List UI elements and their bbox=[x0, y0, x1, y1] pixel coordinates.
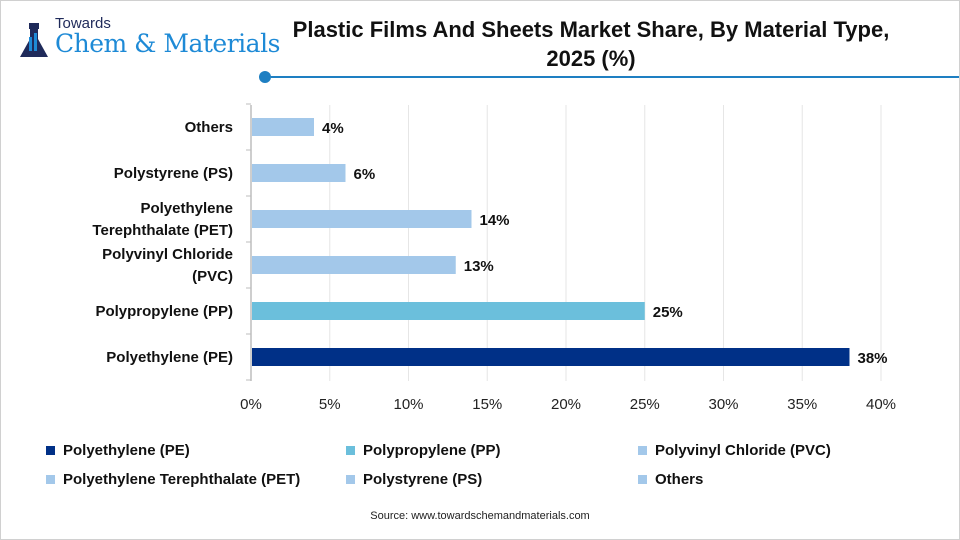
title-divider bbox=[271, 76, 959, 78]
legend-item: Polyethylene (PE) bbox=[46, 442, 190, 459]
category-label: Polyethylene Terephthalate (PET) bbox=[92, 200, 233, 239]
legend-swatch bbox=[638, 446, 647, 455]
x-tick-label: 40% bbox=[866, 396, 896, 413]
data-label: 14% bbox=[480, 212, 510, 229]
bar bbox=[252, 164, 346, 182]
data-label: 13% bbox=[464, 258, 494, 275]
legend-swatch bbox=[346, 446, 355, 455]
category-label: Polyvinyl Chloride (PVC) bbox=[102, 246, 233, 285]
x-tick-label: 0% bbox=[240, 396, 262, 413]
legend-label: Polystyrene (PS) bbox=[363, 471, 483, 488]
flask-icon bbox=[20, 23, 48, 57]
category-label: Polyethylene (PE) bbox=[106, 349, 233, 366]
data-label: 25% bbox=[653, 304, 683, 321]
logo-text-small: Towards bbox=[55, 15, 111, 32]
category-label: Polystyrene (PS) bbox=[114, 165, 233, 182]
bar bbox=[252, 118, 314, 136]
bar bbox=[252, 210, 472, 228]
title-divider-dot bbox=[259, 71, 271, 83]
x-tick-label: 5% bbox=[319, 396, 341, 413]
x-tick-label: 25% bbox=[630, 396, 660, 413]
plot-area: 0% 5% 10% 15% 20% 25% 30% 35% 40% 38% Polyethylene… bbox=[92, 103, 896, 413]
legend-swatch bbox=[46, 446, 55, 455]
legend-swatch bbox=[346, 475, 355, 484]
x-tick-label: 35% bbox=[787, 396, 817, 413]
category-label: Polypropylene (PP) bbox=[95, 303, 233, 320]
legend-label: Polyvinyl Chloride (PVC) bbox=[655, 442, 831, 459]
logo-text-big: Chem & Materials bbox=[55, 29, 280, 58]
x-tick-label: 10% bbox=[393, 396, 423, 413]
x-tick-label: 15% bbox=[472, 396, 502, 413]
bar bbox=[252, 302, 645, 320]
chart-title: Plastic Films And Sheets Market Share, B… bbox=[292, 17, 890, 71]
bar bbox=[252, 348, 850, 366]
data-label: 38% bbox=[858, 350, 888, 367]
legend-item: Polypropylene (PP) bbox=[346, 442, 501, 459]
legend-swatch bbox=[46, 475, 55, 484]
bar bbox=[252, 256, 456, 274]
source-note: Source: www.towardschemandmaterials.com bbox=[370, 510, 590, 522]
legend-item: Polyvinyl Chloride (PVC) bbox=[638, 442, 831, 459]
legend-item: Others bbox=[638, 471, 703, 488]
legend-label: Polypropylene (PP) bbox=[363, 442, 501, 459]
data-label: 4% bbox=[322, 120, 344, 137]
legend-swatch bbox=[638, 475, 647, 484]
legend-label: Polyethylene Terephthalate (PET) bbox=[63, 471, 301, 488]
x-tick-label: 20% bbox=[551, 396, 581, 413]
x-tick-label: 30% bbox=[708, 396, 738, 413]
legend-label: Others bbox=[655, 471, 704, 488]
category-label: Others bbox=[185, 119, 233, 136]
data-label: 6% bbox=[354, 166, 376, 183]
legend-item: Polystyrene (PS) bbox=[346, 471, 482, 488]
legend-item: Polyethylene Terephthalate (PET) bbox=[46, 471, 300, 488]
legend-label: Polyethylene (PE) bbox=[63, 442, 190, 459]
